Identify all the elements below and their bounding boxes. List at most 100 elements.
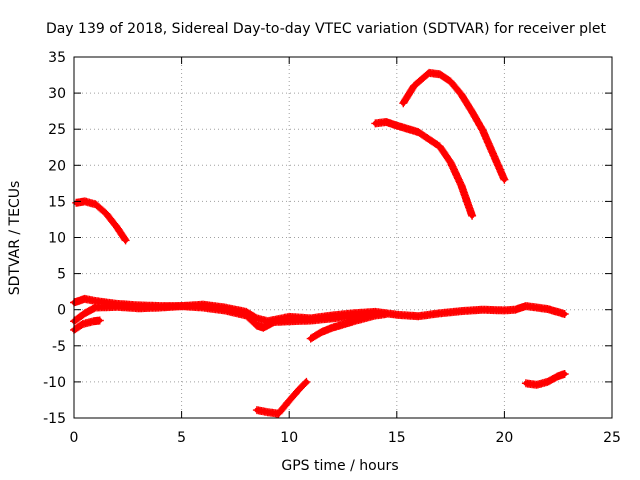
x-tick-label: 0 [70, 430, 79, 446]
data-point [158, 306, 162, 309]
x-tick-label: 25 [603, 430, 621, 446]
data-point [470, 214, 474, 218]
data-point [352, 319, 356, 323]
data-point [373, 314, 377, 317]
data-point [481, 129, 485, 133]
series-arc-8 [399, 68, 509, 184]
data-point [261, 326, 265, 330]
data-point [83, 311, 87, 315]
data-point [449, 80, 453, 83]
series-arc-9 [521, 370, 569, 389]
data-point [449, 160, 453, 164]
data-layer [70, 68, 569, 418]
data-point [304, 380, 308, 384]
x-axis-label: GPS time / hours [281, 458, 398, 474]
data-point [94, 202, 97, 206]
data-point [438, 72, 442, 76]
y-tick-label: 30 [48, 86, 66, 102]
data-point [272, 320, 276, 324]
x-tick-label: 15 [388, 430, 406, 446]
chart-title: Day 139 of 2018, Sidereal Day-to-day VTE… [46, 21, 607, 37]
data-point [384, 312, 388, 316]
data-point [309, 319, 313, 322]
data-point [412, 84, 416, 88]
series-arc-7 [371, 118, 477, 220]
data-point [438, 311, 442, 315]
data-point [330, 316, 334, 320]
x-tick-label: 10 [280, 430, 298, 446]
data-point [535, 383, 539, 387]
series-arc-5 [252, 377, 311, 418]
y-tick-label: -10 [43, 375, 66, 391]
data-point [330, 326, 334, 330]
x-tick-label: 20 [495, 430, 513, 446]
series-arc-3 [70, 302, 380, 332]
data-point [287, 319, 291, 323]
data-point [513, 308, 517, 312]
data-point [556, 374, 560, 378]
y-tick-label: 25 [48, 122, 66, 138]
series-arc-1 [72, 197, 130, 245]
data-point [545, 380, 549, 384]
series-markers [252, 377, 311, 418]
data-point [298, 386, 302, 390]
data-point [459, 184, 463, 187]
data-point [223, 308, 227, 312]
data-point [563, 372, 567, 376]
data-point [94, 306, 97, 309]
data-point [94, 299, 97, 303]
data-point [180, 304, 184, 308]
data-point [276, 412, 280, 416]
data-point [545, 307, 549, 311]
data-point [401, 101, 405, 105]
data-point [438, 145, 442, 148]
data-point [395, 313, 399, 317]
data-point [244, 314, 248, 317]
y-tick-label: 5 [57, 267, 66, 283]
data-point [83, 297, 87, 301]
series-markers [371, 118, 477, 220]
data-point [309, 337, 313, 341]
data-point [124, 238, 128, 242]
data-point [287, 399, 291, 403]
data-point [74, 201, 78, 205]
data-point [524, 381, 528, 385]
data-point [416, 130, 420, 134]
data-point [563, 312, 567, 316]
data-point [287, 315, 291, 319]
y-tick-label: 35 [48, 50, 66, 66]
data-point [81, 322, 85, 326]
data-point [104, 212, 108, 216]
y-tick-label: -5 [52, 339, 66, 355]
data-point [91, 319, 95, 323]
data-point [255, 408, 259, 412]
data-point [266, 410, 270, 414]
series-arc-6 [306, 310, 390, 343]
data-point [98, 319, 102, 322]
data-point [115, 225, 119, 229]
data-point [416, 314, 420, 318]
data-point [502, 308, 506, 312]
y-tick-label: 10 [48, 231, 66, 247]
y-axis-label: SDTVAR / TECUs [7, 181, 23, 296]
data-point [481, 308, 485, 312]
data-point [137, 306, 141, 310]
data-point [459, 93, 463, 96]
data-point [320, 330, 323, 334]
data-point [502, 178, 506, 182]
data-point [352, 314, 356, 318]
data-point [524, 304, 528, 308]
axis-ticks: 0 5 10 15 20 25 -15 -10 -5 0 5 10 15 20 25 30 35 [43, 50, 621, 446]
data-point [115, 305, 119, 309]
data-point [427, 71, 431, 75]
data-point [384, 120, 388, 124]
data-point [255, 324, 259, 328]
y-tick-label: 15 [48, 194, 66, 210]
grid-lines [74, 57, 612, 418]
y-tick-label: 0 [57, 303, 66, 319]
data-point [459, 309, 463, 313]
data-point [83, 199, 87, 203]
x-tick-label: 5 [177, 430, 186, 446]
y-tick-label: -15 [43, 411, 66, 427]
